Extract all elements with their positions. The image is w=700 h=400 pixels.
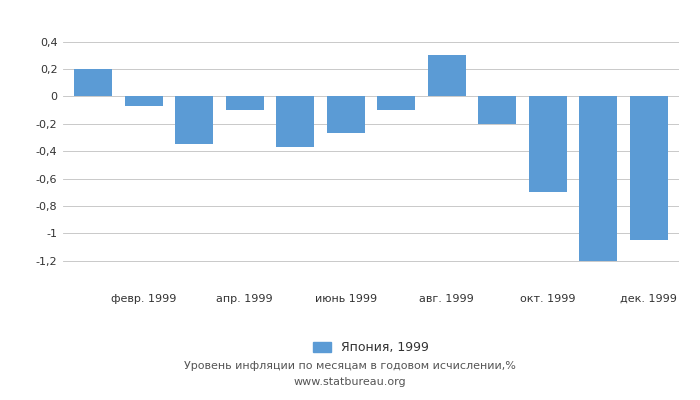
Bar — [377, 96, 415, 110]
Bar — [74, 69, 112, 96]
Bar — [528, 96, 567, 192]
Bar — [276, 96, 314, 147]
Bar — [630, 96, 668, 240]
Bar — [580, 96, 617, 261]
Bar — [327, 96, 365, 133]
Bar — [125, 96, 162, 106]
Bar — [428, 55, 466, 96]
Text: Уровень инфляции по месяцам в годовом исчислении,%: Уровень инфляции по месяцам в годовом ис… — [184, 361, 516, 371]
Bar — [175, 96, 214, 144]
Bar — [478, 96, 516, 124]
Bar — [226, 96, 264, 110]
Legend: Япония, 1999: Япония, 1999 — [314, 341, 428, 354]
Text: www.statbureau.org: www.statbureau.org — [294, 377, 406, 387]
